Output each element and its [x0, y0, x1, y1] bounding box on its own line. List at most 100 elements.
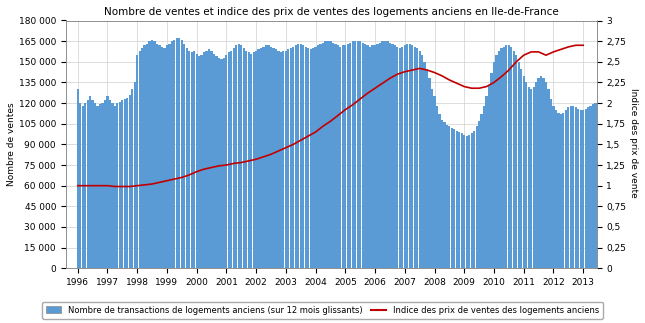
Bar — [374, 45, 376, 268]
Bar — [344, 45, 346, 268]
Bar — [562, 113, 564, 268]
Bar — [495, 55, 497, 268]
Bar — [453, 129, 455, 268]
Bar — [225, 55, 228, 268]
Bar — [582, 110, 584, 268]
Bar — [478, 121, 481, 268]
Bar — [228, 52, 230, 268]
Bar — [515, 55, 517, 268]
Bar — [436, 106, 438, 268]
Bar — [248, 52, 250, 268]
Bar — [451, 128, 453, 268]
Bar — [131, 89, 134, 268]
Bar — [161, 47, 163, 268]
Bar — [139, 51, 141, 268]
Bar — [84, 103, 86, 268]
Bar — [560, 114, 562, 268]
Bar — [166, 45, 168, 268]
Bar — [359, 41, 361, 268]
Bar — [126, 98, 128, 268]
Bar — [284, 51, 287, 268]
Bar — [483, 106, 485, 268]
Bar — [471, 133, 473, 268]
Legend: Nombre de transactions de logements anciens (sur 12 mois glissants), Indice des : Nombre de transactions de logements anci… — [42, 301, 603, 319]
Bar — [307, 48, 309, 268]
Bar — [409, 44, 411, 268]
Bar — [411, 45, 413, 268]
Bar — [270, 47, 272, 268]
Bar — [146, 44, 148, 268]
Bar — [272, 48, 275, 268]
Bar — [384, 41, 386, 268]
Bar — [181, 40, 183, 268]
Bar — [508, 45, 510, 268]
Bar — [124, 99, 126, 268]
Bar — [550, 99, 552, 268]
Bar — [406, 44, 408, 268]
Bar — [575, 107, 577, 268]
Bar — [528, 87, 530, 268]
Bar — [92, 100, 94, 268]
Bar — [473, 130, 475, 268]
Bar — [570, 106, 572, 268]
Bar — [116, 103, 119, 268]
Bar — [295, 45, 297, 268]
Bar — [597, 102, 599, 268]
Bar — [253, 52, 255, 268]
Bar — [555, 110, 557, 268]
Bar — [156, 44, 158, 268]
Bar — [104, 100, 106, 268]
Bar — [230, 51, 232, 268]
Bar — [292, 47, 294, 268]
Bar — [461, 133, 463, 268]
Bar — [342, 45, 344, 268]
Bar — [235, 45, 237, 268]
Bar — [590, 106, 591, 268]
Bar — [448, 127, 450, 268]
Bar — [413, 47, 416, 268]
Bar — [446, 125, 448, 268]
Bar — [218, 58, 220, 268]
Bar — [128, 95, 131, 268]
Bar — [441, 120, 443, 268]
Bar — [377, 44, 379, 268]
Bar — [188, 51, 190, 268]
Bar — [183, 44, 185, 268]
Bar — [443, 122, 446, 268]
Bar — [322, 43, 324, 268]
Title: Nombre de ventes et indice des prix de ventes des logements anciens en Ile-de-Fr: Nombre de ventes et indice des prix de v… — [104, 7, 559, 17]
Bar — [352, 41, 354, 268]
Bar — [357, 41, 359, 268]
Bar — [498, 51, 500, 268]
Bar — [99, 104, 101, 268]
Bar — [175, 38, 178, 268]
Bar — [312, 48, 314, 268]
Bar — [535, 82, 537, 268]
Bar — [386, 41, 388, 268]
Bar — [577, 109, 579, 268]
Bar — [275, 49, 277, 268]
Bar — [346, 44, 349, 268]
Bar — [208, 49, 210, 268]
Bar — [481, 114, 482, 268]
Bar — [304, 47, 307, 268]
Bar — [171, 41, 173, 268]
Bar — [330, 41, 332, 268]
Bar — [463, 135, 465, 268]
Bar — [404, 45, 406, 268]
Bar — [501, 48, 502, 268]
Bar — [545, 82, 547, 268]
Bar — [567, 107, 570, 268]
Bar — [77, 89, 79, 268]
Bar — [334, 44, 337, 268]
Bar — [488, 85, 490, 268]
Bar — [119, 102, 121, 268]
Bar — [510, 47, 512, 268]
Bar — [542, 78, 544, 268]
Bar — [174, 40, 175, 268]
Bar — [466, 136, 468, 268]
Bar — [592, 104, 594, 268]
Y-axis label: Nombre de ventes: Nombre de ventes — [7, 103, 16, 186]
Bar — [548, 89, 550, 268]
Bar — [190, 52, 193, 268]
